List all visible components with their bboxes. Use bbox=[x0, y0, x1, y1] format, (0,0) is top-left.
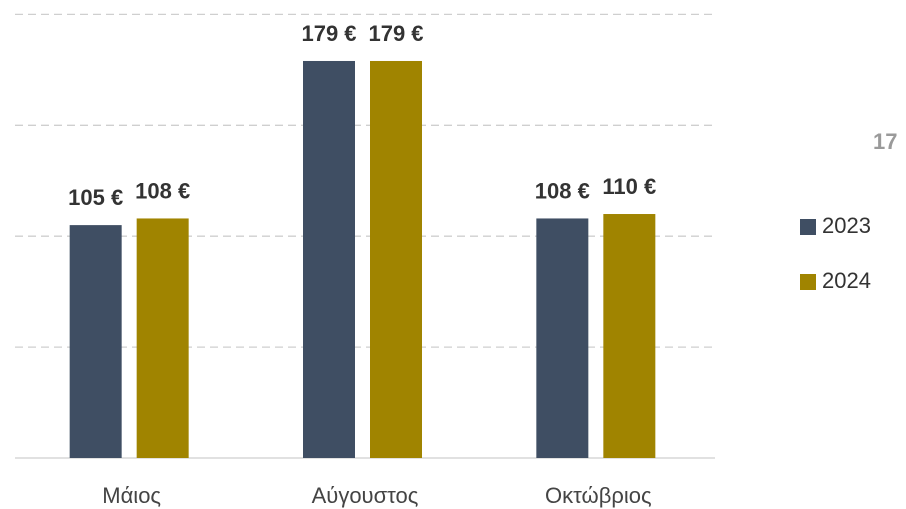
annotation: 17 bbox=[873, 129, 897, 154]
data-label: 108 € bbox=[135, 178, 190, 203]
legend-swatch bbox=[800, 219, 816, 235]
bar bbox=[603, 214, 656, 458]
data-label: 108 € bbox=[535, 178, 590, 203]
data-label: 105 € bbox=[68, 185, 123, 210]
x-tick-label: Μάιος bbox=[102, 483, 161, 508]
bar bbox=[69, 225, 122, 458]
data-label: 179 € bbox=[301, 21, 356, 46]
bar bbox=[370, 60, 422, 459]
x-tick-label: Οκτώβριος bbox=[545, 483, 652, 508]
x-tick-label: Αύγουστος bbox=[312, 483, 419, 508]
bar bbox=[536, 218, 589, 458]
bar bbox=[136, 218, 189, 458]
data-label: 179 € bbox=[368, 21, 423, 46]
legend-swatch bbox=[800, 274, 816, 290]
legend-label: 2024 bbox=[822, 268, 871, 293]
legend-label: 2023 bbox=[822, 213, 871, 238]
data-label: 110 € bbox=[602, 174, 656, 199]
bar bbox=[303, 60, 355, 459]
